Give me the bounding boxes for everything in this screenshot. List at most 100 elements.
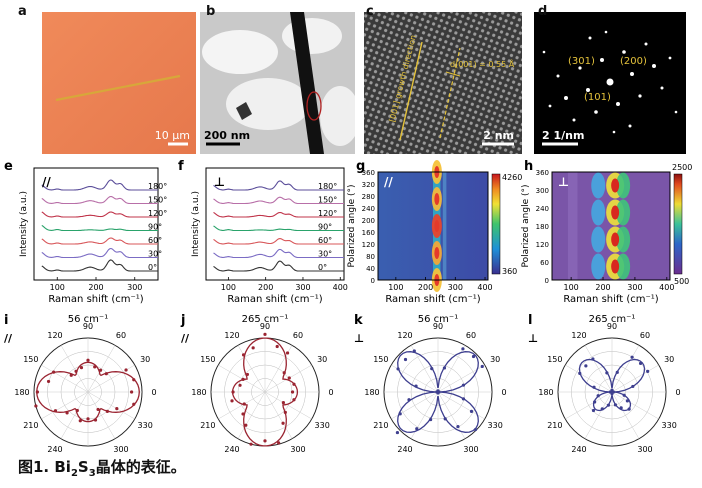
polar-angle-label: 30 — [317, 355, 327, 364]
polar-title-j: 265 cm⁻¹ — [242, 314, 289, 325]
polar-data-point — [132, 402, 136, 406]
diffraction-spot — [594, 110, 598, 114]
polar-angle-label: 240 — [397, 445, 412, 454]
polar-data-point — [430, 367, 434, 371]
polar-data-point — [436, 391, 440, 395]
spectrum-line — [213, 238, 344, 245]
xlabel-e: Raman shift (cm⁻¹) — [48, 294, 143, 305]
y-tick-label: 120 — [536, 241, 549, 249]
polar-data-point — [124, 368, 128, 372]
diffraction-spot — [600, 58, 604, 62]
spot-301: (301) — [568, 56, 595, 67]
polar-angle-label: 0 — [151, 388, 156, 397]
polar-data-point — [242, 402, 246, 406]
spectrum-line — [213, 260, 344, 272]
xlabel-g: Raman shift (cm⁻¹) — [385, 294, 480, 305]
angle-label: 30° — [148, 250, 162, 259]
y-tick-label: 120 — [362, 241, 375, 249]
polar-angle-label: 120 — [571, 331, 586, 340]
ylabel-h: Polarized angle (°) — [521, 184, 531, 267]
polar-angle-label: 150 — [23, 355, 38, 364]
polar-data-point — [79, 366, 84, 370]
panel-h-heatmap: h ⊥ 2500 500 100 200 300 400 0 60 120 180 240 300… — [521, 159, 692, 305]
polar-angle-label: 180 — [14, 388, 29, 397]
polar-data-point — [115, 407, 119, 411]
polar-data-point — [104, 372, 108, 376]
x-tick-label: 400 — [333, 283, 348, 292]
polar-data-point — [606, 403, 611, 407]
spectrum-line — [41, 195, 158, 205]
polar-angle-label: 300 — [463, 445, 478, 454]
cbar-min-g: 360 — [502, 267, 517, 276]
polar-data-point — [638, 361, 643, 366]
polar-data-point — [403, 357, 408, 362]
spectrum-line — [41, 211, 158, 218]
polar-angle-label: 120 — [47, 331, 62, 340]
polar-data-point — [52, 370, 56, 374]
cbar-max-g: 4260 — [502, 173, 522, 182]
polar-data-point — [281, 421, 285, 425]
polar-data-point — [275, 344, 279, 349]
x-tick-label: 100 — [221, 283, 236, 292]
scalebar-d: 2 1/nm — [542, 129, 585, 142]
angle-label: 120° — [148, 209, 167, 218]
polar-data-point — [631, 384, 635, 389]
polar-data-point — [249, 442, 253, 446]
polar-data-point — [292, 382, 296, 386]
polar-angle-label: 210 — [373, 421, 388, 430]
polar-angle-label: 300 — [637, 445, 652, 454]
xlabel-f: Raman shift (cm⁻¹) — [227, 294, 322, 305]
polar-data-point — [592, 385, 596, 389]
polar-data-point — [86, 358, 90, 362]
mode-k: ⊥ — [354, 332, 364, 345]
polar-data-point — [130, 390, 134, 394]
polar-data-point — [287, 376, 291, 380]
polar-angle-label: 330 — [315, 421, 330, 430]
y-tick-label: 240 — [536, 205, 549, 213]
polar-data-point — [245, 372, 250, 377]
polar-data-point — [613, 403, 618, 407]
y-tick-label: 0 — [545, 277, 549, 285]
ylabel-e: Intensity (a.u.) — [19, 191, 29, 257]
mode-e: // — [42, 175, 51, 189]
x-tick-label: 200 — [258, 283, 273, 292]
polar-data-point — [412, 349, 416, 353]
polar-data-point — [584, 364, 588, 368]
polar-angle-label: 180 — [538, 388, 553, 397]
polar-data-point — [283, 410, 287, 414]
spectrum-line — [41, 259, 158, 272]
polar-data-point — [469, 409, 474, 413]
polar-angle-label: 0 — [501, 388, 506, 397]
panel-label-e: e — [4, 159, 13, 174]
polar-data-point — [414, 384, 418, 388]
diffraction-spot — [652, 64, 656, 68]
panel-label-k: k — [354, 313, 363, 328]
polar-angle-label: 90 — [83, 322, 93, 331]
panel-label-a: a — [18, 4, 27, 19]
polar-data-point — [251, 346, 255, 350]
panel-label-g: g — [356, 159, 365, 174]
panel-g-heatmap: g // 4260 — [347, 159, 522, 305]
polar-angle-label: 120 — [224, 331, 239, 340]
polar-data-point — [627, 407, 631, 411]
x-tick-label: 400 — [477, 283, 492, 292]
polar-title-i: 56 cm⁻¹ — [68, 314, 108, 325]
diffraction-spot — [630, 72, 634, 76]
polar-data-point — [593, 400, 597, 404]
y-tick-label: 240 — [362, 205, 375, 213]
diffraction-spot — [542, 50, 546, 54]
polar-data-point — [600, 407, 604, 411]
polar-angle-label: 120 — [397, 331, 412, 340]
polar-data-point — [461, 383, 466, 387]
figure-caption: 图1. Bi2S3晶体的表征。 — [18, 458, 186, 479]
polar-data-point — [461, 347, 465, 351]
polar-angle-label: 60 — [293, 331, 303, 340]
angle-label: 120° — [318, 209, 337, 218]
polar-angle-label: 90 — [607, 322, 617, 331]
polar-data-point — [238, 383, 242, 387]
polar-angle-label: 60 — [466, 331, 476, 340]
polar-data-point — [241, 353, 246, 357]
lattice-graphic — [364, 12, 522, 154]
diffraction-spot — [578, 66, 582, 70]
polar-data-point — [96, 407, 100, 412]
